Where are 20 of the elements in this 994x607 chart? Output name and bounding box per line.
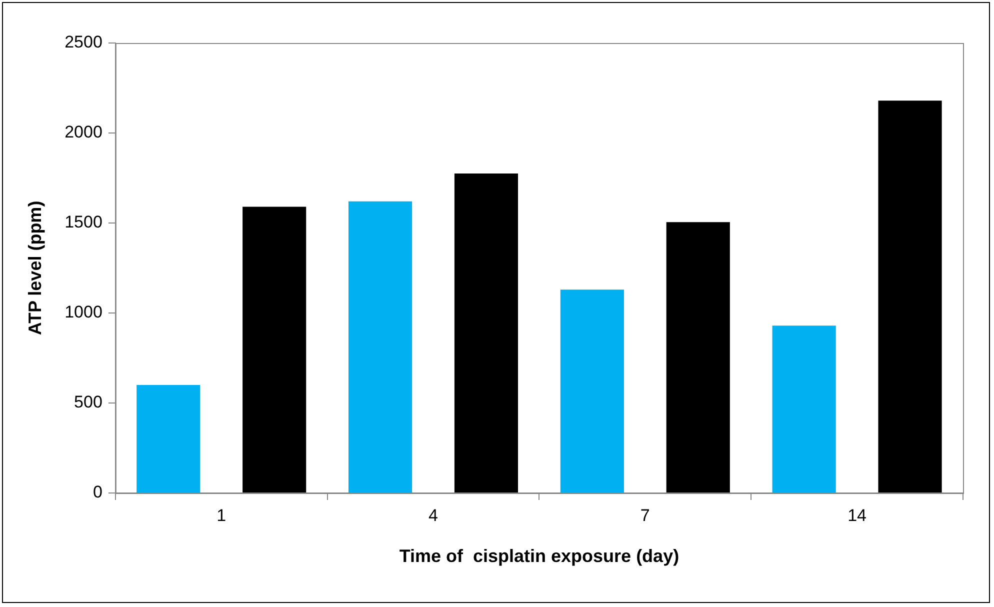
x-tick-label: 1	[216, 506, 226, 525]
y-tick-label: 2000	[64, 122, 102, 142]
bar	[242, 206, 306, 492]
bar	[348, 201, 412, 492]
y-tick-label: 1500	[64, 212, 102, 232]
bar	[666, 222, 730, 492]
bar	[136, 385, 200, 492]
x-axis-title: Time of cisplatin exposure (day)	[399, 546, 680, 566]
y-tick-label: 0	[92, 482, 102, 502]
y-tick-label: 2500	[64, 32, 102, 52]
x-tick-label: 4	[428, 506, 438, 525]
bar	[454, 174, 518, 492]
y-tick-label: 1000	[64, 302, 102, 322]
bar	[772, 326, 836, 492]
x-tick-label: 7	[640, 506, 650, 525]
y-axis-title: ATP level (ppm)	[24, 200, 45, 336]
y-tick-label: 500	[74, 392, 102, 412]
bar	[560, 290, 624, 492]
x-tick-label: 14	[848, 506, 867, 525]
bar	[878, 100, 942, 492]
